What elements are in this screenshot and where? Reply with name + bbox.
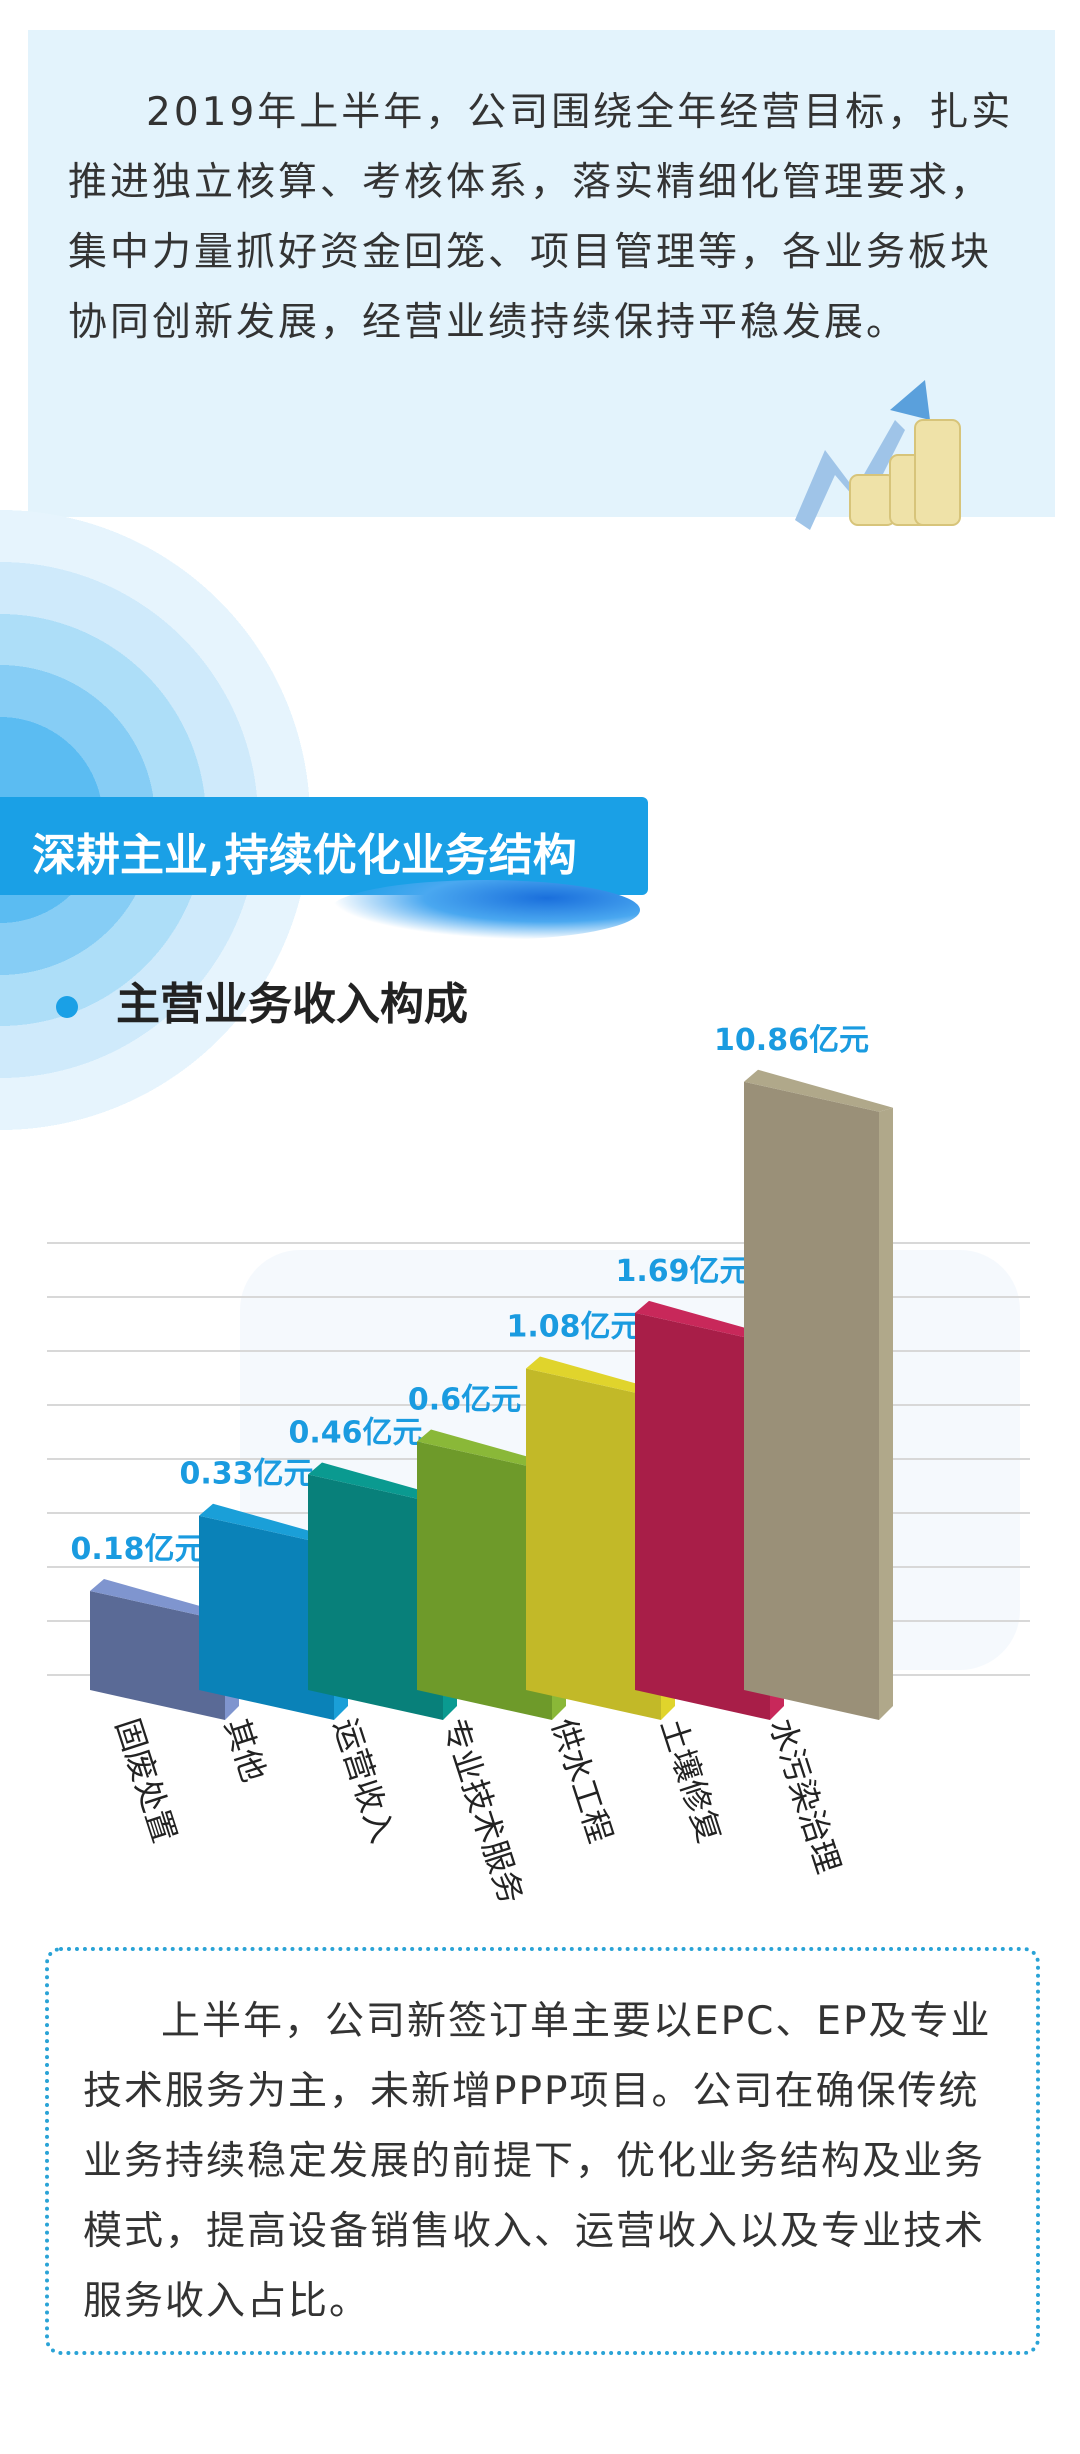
bar <box>308 1474 443 1720</box>
outro-box: 上半年，公司新签订单主要以EPC、EP及专业技术服务为主，未新增PPP项目。公司… <box>45 1947 1040 2355</box>
chart-title-text: 主营业务收入构成 <box>116 979 468 1030</box>
data-label: 1.69亿元 <box>615 1254 749 1289</box>
bar-side <box>879 1107 893 1720</box>
x-tick-label: 水污染治理 <box>762 1713 848 1878</box>
data-label: 0.18亿元 <box>70 1532 204 1567</box>
chart-title: 主营业务收入构成 <box>56 968 468 1032</box>
data-label: 1.08亿元 <box>506 1309 640 1344</box>
data-label: 0.6亿元 <box>408 1382 521 1417</box>
intro-text: 2019年上半年，公司围绕全年经营目标，扎实推进独立核算、考核体系，落实精细化管… <box>68 90 1014 345</box>
data-label: 0.33亿元 <box>179 1457 313 1492</box>
bar <box>635 1312 770 1720</box>
x-tick-label: 固废处置 <box>108 1713 184 1848</box>
bar <box>417 1441 552 1720</box>
bullet-icon <box>56 996 78 1018</box>
bar <box>90 1590 225 1720</box>
intro-box: 2019年上半年，公司围绕全年经营目标，扎实推进独立核算、考核体系，落实精细化管… <box>28 30 1055 530</box>
bar <box>526 1368 661 1720</box>
growth-coins-icon <box>795 380 961 530</box>
data-label: 10.86亿元 <box>714 1023 869 1058</box>
outro-text: 上半年，公司新签订单主要以EPC、EP及专业技术服务为主，未新增PPP项目。公司… <box>83 1999 992 2324</box>
bar <box>744 1081 879 1720</box>
bar <box>199 1515 334 1720</box>
x-tick-label: 其他 <box>217 1713 274 1787</box>
decorative-streak <box>330 880 640 940</box>
bar-top <box>744 1069 893 1112</box>
section-banner-title: 深耕主业,持续优化业务结构 <box>32 830 577 881</box>
data-label: 0.46亿元 <box>288 1415 422 1450</box>
section-banner: 深耕主业,持续优化业务结构 <box>0 797 648 895</box>
x-tick-label: 专业技术服务 <box>435 1713 531 1909</box>
x-tick-label: 供水工程 <box>544 1713 620 1848</box>
x-tick-label: 运营收入 <box>326 1713 402 1848</box>
x-tick-label: 土壤修复 <box>653 1713 729 1848</box>
